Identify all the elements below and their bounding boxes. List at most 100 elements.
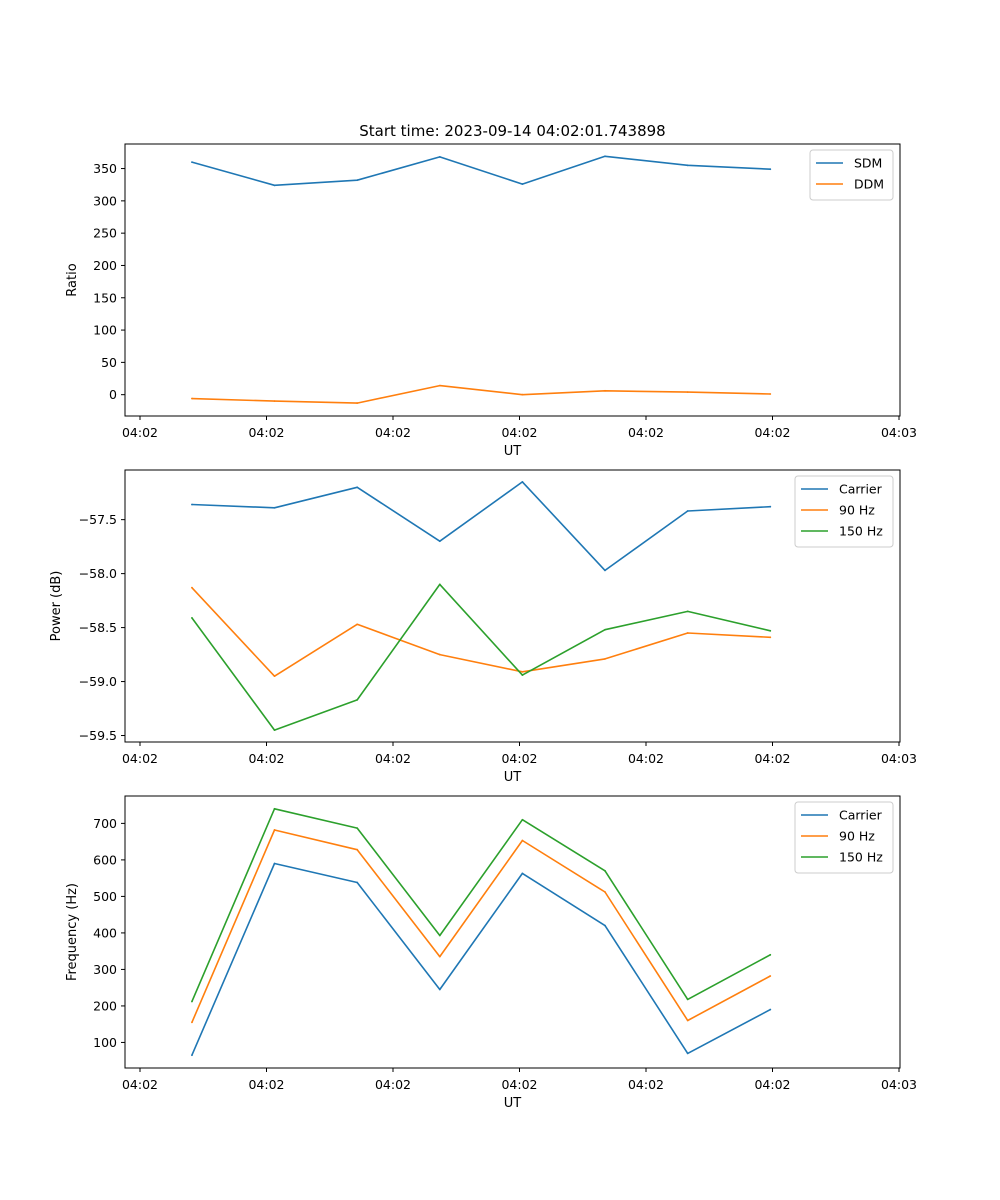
chart-panel-3: 04:02 04:02 04:02 04:02 04:02 04:02 04:03 100 20… <box>65 795 917 1111</box>
data-point <box>191 397 193 400</box>
data-point <box>686 510 689 512</box>
x-tick-label: 04:02 <box>501 425 537 440</box>
data-point <box>521 670 524 673</box>
legend: SDM DDM <box>809 149 894 201</box>
data-point <box>356 881 359 884</box>
data-point <box>686 610 689 613</box>
y-tick-label: −59.5 <box>79 728 117 743</box>
data-point <box>438 384 441 387</box>
x-axis-label: UT <box>504 1096 522 1111</box>
x-tick-label: 04:02 <box>375 751 411 766</box>
data-point <box>191 503 193 506</box>
legend-box <box>794 801 894 874</box>
y-tick-label: 350 <box>93 161 117 176</box>
y-tick-label: 0 <box>109 387 117 402</box>
series-90-hz <box>191 586 772 678</box>
data-point <box>273 829 276 831</box>
data-point <box>604 924 606 927</box>
data-point <box>356 848 359 851</box>
data-point <box>521 872 524 875</box>
data-point <box>769 975 772 977</box>
series-line <box>191 583 771 731</box>
x-tick-label: 04:02 <box>628 425 664 440</box>
data-point <box>273 862 276 865</box>
data-point <box>686 1019 689 1022</box>
x-tick-label: 04:02 <box>248 425 284 440</box>
legend-label: 150 Hz <box>839 524 883 539</box>
data-point <box>273 506 276 509</box>
y-tick-label: 100 <box>93 323 117 338</box>
data-point <box>273 675 276 678</box>
data-point <box>521 480 524 483</box>
y-tick-label: 400 <box>93 925 117 940</box>
data-point <box>769 1008 772 1011</box>
plot-area <box>124 795 901 1069</box>
y-tick-label: −59.0 <box>79 674 117 689</box>
legend-label: 150 Hz <box>839 850 883 865</box>
x-tick-label: 04:02 <box>375 1077 411 1092</box>
legend-box <box>794 475 894 548</box>
y-tick-label: 700 <box>93 816 117 831</box>
data-point <box>521 674 524 676</box>
data-point <box>438 955 441 958</box>
data-point <box>769 393 772 395</box>
data-point <box>191 586 193 589</box>
chart-panel-2: 04:02 04:02 04:02 04:02 04:02 04:02 04:03 −59.5… <box>49 469 917 785</box>
series-150-hz <box>191 583 772 732</box>
y-tick-label: 200 <box>93 258 117 273</box>
data-point <box>769 629 772 632</box>
data-point <box>686 164 689 167</box>
x-axis-label: UT <box>504 770 522 785</box>
x-tick-label: 04:02 <box>754 751 790 766</box>
data-point <box>604 891 606 893</box>
y-tick-label: −58.0 <box>79 566 117 581</box>
data-point <box>769 953 772 956</box>
data-point <box>686 1052 689 1055</box>
figure-title: Start time: 2023-09-14 04:02:01.743898 <box>359 122 665 140</box>
data-point <box>273 807 276 810</box>
series-line <box>191 587 771 678</box>
data-point <box>521 818 524 821</box>
x-tick-label: 04:02 <box>754 425 790 440</box>
data-point <box>438 988 441 991</box>
data-point <box>521 839 524 842</box>
data-point <box>686 391 689 393</box>
x-axis-label: UT <box>504 444 522 459</box>
data-point <box>686 632 689 634</box>
x-tick-label: 04:02 <box>628 1077 664 1092</box>
x-tick-label: 04:02 <box>628 751 664 766</box>
data-point <box>356 402 359 404</box>
data-point <box>273 184 276 187</box>
x-tick-label: 04:02 <box>248 1077 284 1092</box>
y-axis-label: Frequency (Hz) <box>65 883 80 981</box>
x-tick-label: 04:03 <box>881 425 917 440</box>
data-point <box>356 623 359 626</box>
x-tick-label: 04:02 <box>501 751 537 766</box>
series-line <box>191 481 771 572</box>
data-point <box>191 1054 193 1057</box>
x-tick-label: 04:02 <box>375 425 411 440</box>
y-tick-label: 250 <box>93 226 117 241</box>
y-tick-label: 500 <box>93 889 117 904</box>
data-point <box>438 934 441 937</box>
series-sdm <box>191 155 772 187</box>
data-point <box>769 505 772 508</box>
series-line <box>191 807 771 1002</box>
y-tick-label: 300 <box>93 193 117 208</box>
legend-label: Carrier <box>839 482 883 497</box>
legend-label: DDM <box>854 177 884 192</box>
data-point <box>769 168 772 171</box>
data-point <box>686 998 689 1001</box>
panels: 04:02 04:02 04:02 04:02 04:02 04:02 04:03 0 50 10… <box>49 143 917 1111</box>
data-point <box>604 155 606 158</box>
series-90-hz <box>191 829 772 1024</box>
data-point <box>604 657 606 660</box>
legend-label: 90 Hz <box>839 503 875 518</box>
legend-label: SDM <box>854 156 882 171</box>
y-tick-label: 50 <box>101 355 117 370</box>
series-150-hz <box>191 807 772 1003</box>
data-point <box>191 616 193 619</box>
legend: Carrier 90 Hz 150 Hz <box>794 801 894 874</box>
y-tick-label: 200 <box>93 998 117 1013</box>
